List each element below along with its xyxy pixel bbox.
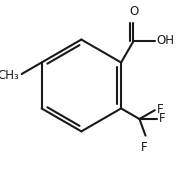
Text: F: F xyxy=(159,112,166,125)
Text: F: F xyxy=(157,103,164,116)
Text: CH₃: CH₃ xyxy=(0,69,19,82)
Text: OH: OH xyxy=(157,34,175,47)
Text: O: O xyxy=(130,6,139,19)
Text: F: F xyxy=(141,141,148,154)
